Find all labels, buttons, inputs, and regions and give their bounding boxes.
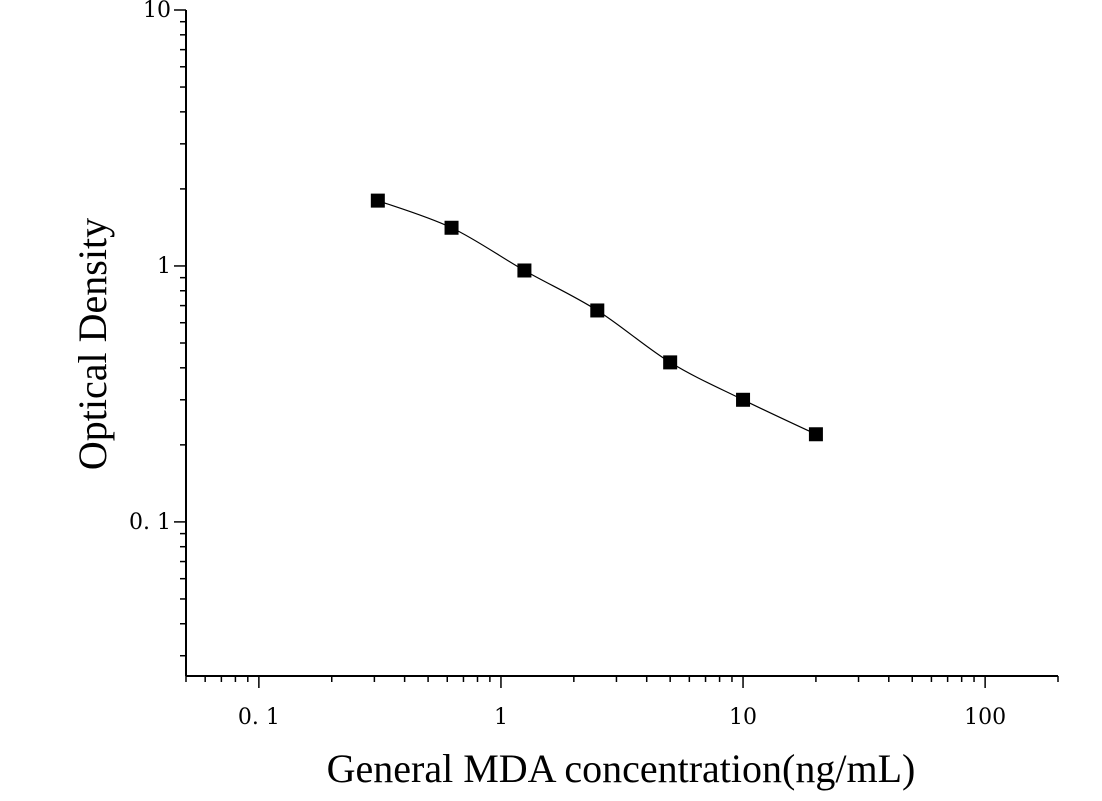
axes	[185, 10, 1058, 677]
data-point	[663, 355, 678, 370]
x-tick-label: 0. 1	[238, 705, 280, 730]
x-tick-label: 10	[729, 705, 757, 730]
data-point	[808, 427, 823, 442]
x-axis-title: General MDA concentration(ng/mL)	[327, 746, 916, 791]
data-point	[517, 263, 532, 278]
data-point	[590, 303, 605, 318]
x-tick-label: 100	[964, 705, 1006, 730]
data-point	[736, 392, 751, 407]
data-point	[444, 220, 459, 235]
y-tick-label: 0. 1	[129, 510, 171, 535]
y-axis-title: Optical Density	[70, 218, 115, 470]
y-tick-label: 10	[143, 0, 171, 23]
x-tick-label: 1	[494, 705, 508, 730]
y-tick-label: 1	[157, 254, 171, 279]
data-points	[370, 193, 823, 442]
ticks	[174, 9, 1059, 688]
tick-labels: 0. 1 1 10 100 0. 1 1 10	[129, 0, 1006, 730]
data-point	[370, 193, 385, 208]
